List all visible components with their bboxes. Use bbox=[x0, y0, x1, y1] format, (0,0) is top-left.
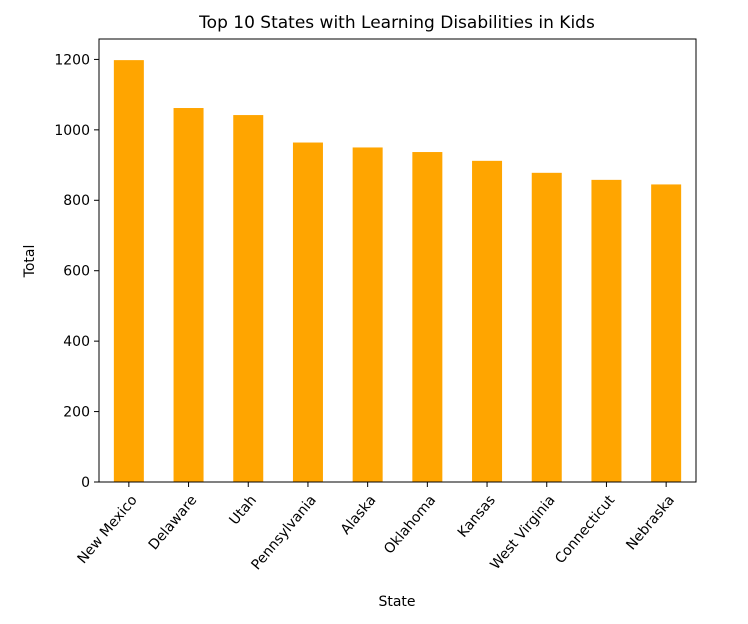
bar-new-mexico bbox=[113, 60, 144, 482]
bar-west-virginia bbox=[531, 172, 562, 482]
y-tick-label: 200 bbox=[63, 404, 90, 420]
bar-delaware bbox=[173, 108, 204, 483]
y-tick-label: 600 bbox=[63, 264, 90, 280]
x-tick-label: Connecticut bbox=[552, 492, 618, 567]
plot-area bbox=[113, 60, 682, 483]
x-tick-label: Delaware bbox=[146, 492, 201, 553]
bar-alaska bbox=[352, 147, 383, 482]
y-tick-label: 1000 bbox=[54, 123, 90, 139]
plot-frame bbox=[98, 38, 697, 483]
bar-pennsylvania bbox=[292, 142, 323, 482]
x-tick-label: Pennsylvania bbox=[248, 492, 319, 573]
y-axis: 0 200 400 600 800 1000 1200 bbox=[54, 52, 99, 491]
bar-utah bbox=[233, 115, 264, 482]
x-tick-label: New Mexico bbox=[74, 492, 140, 567]
chart-title: Top 10 States with Learning Disabilities… bbox=[198, 13, 595, 33]
x-tick-label: Kansas bbox=[455, 492, 499, 540]
bar-kansas bbox=[472, 160, 503, 483]
x-tick-label: Utah bbox=[226, 492, 260, 528]
bar-oklahoma bbox=[412, 152, 443, 483]
y-tick-label: 1200 bbox=[54, 52, 90, 68]
x-tick-label: West Virginia bbox=[487, 492, 558, 572]
x-tick-label: Alaska bbox=[338, 492, 380, 537]
y-tick-label: 800 bbox=[63, 193, 90, 209]
x-tick-label: Nebraska bbox=[623, 492, 678, 553]
bar-nebraska bbox=[651, 184, 682, 482]
x-tick-label: Oklahoma bbox=[381, 492, 439, 557]
bar-connecticut bbox=[591, 179, 622, 482]
y-tick-label: 0 bbox=[81, 475, 90, 491]
x-axis-label: State bbox=[378, 594, 415, 610]
y-tick-label: 400 bbox=[63, 334, 90, 350]
y-axis-label: Total bbox=[22, 245, 38, 279]
